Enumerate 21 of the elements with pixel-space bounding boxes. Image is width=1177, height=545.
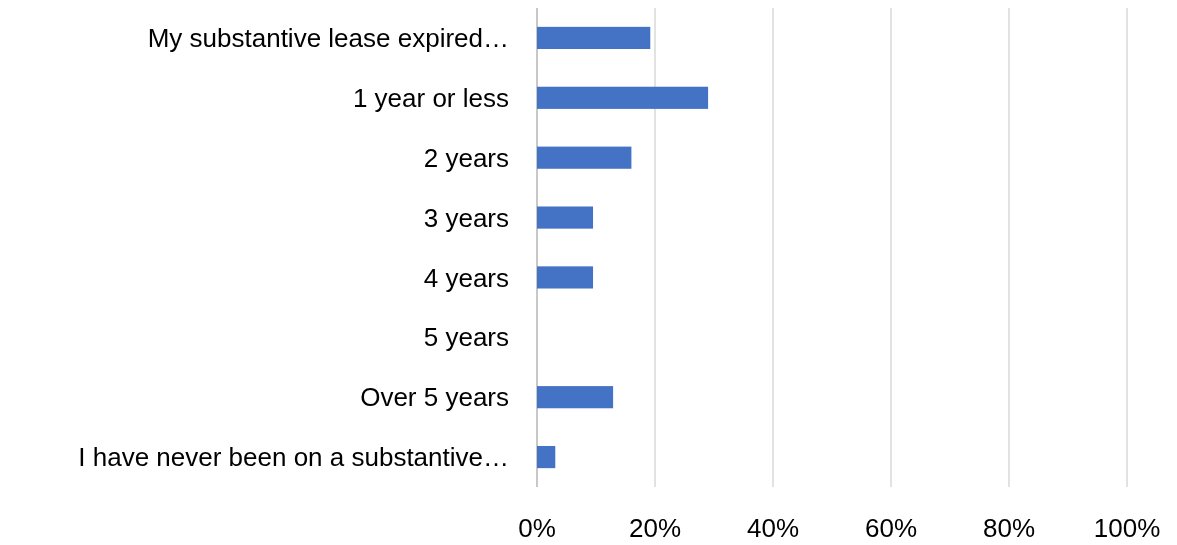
bar <box>537 26 651 50</box>
x-tick-label: 0% <box>518 513 556 543</box>
bar <box>537 445 556 469</box>
bar <box>537 386 614 409</box>
x-tick-label: 100% <box>1093 513 1161 543</box>
x-tick-label: 80% <box>982 513 1036 543</box>
bar <box>537 86 709 109</box>
bar <box>537 206 594 229</box>
y-tick-label: Over 5 years <box>360 382 509 413</box>
y-tick-label: 4 years <box>423 262 509 293</box>
y-tick-label: 3 years <box>423 202 509 233</box>
bar <box>537 146 632 169</box>
y-tick-label: I have never been on a substantive… <box>78 442 509 473</box>
x-tick-label: 60% <box>864 513 918 543</box>
y-tick-label: My substantive lease expired… <box>147 23 509 54</box>
x-tick-label: 20% <box>628 513 682 543</box>
y-tick-label: 1 year or less <box>352 82 509 113</box>
y-tick-label: 5 years <box>423 322 509 353</box>
y-tick-label: 2 years <box>423 142 509 173</box>
bar <box>537 266 594 289</box>
x-tick-label: 40% <box>746 513 800 543</box>
